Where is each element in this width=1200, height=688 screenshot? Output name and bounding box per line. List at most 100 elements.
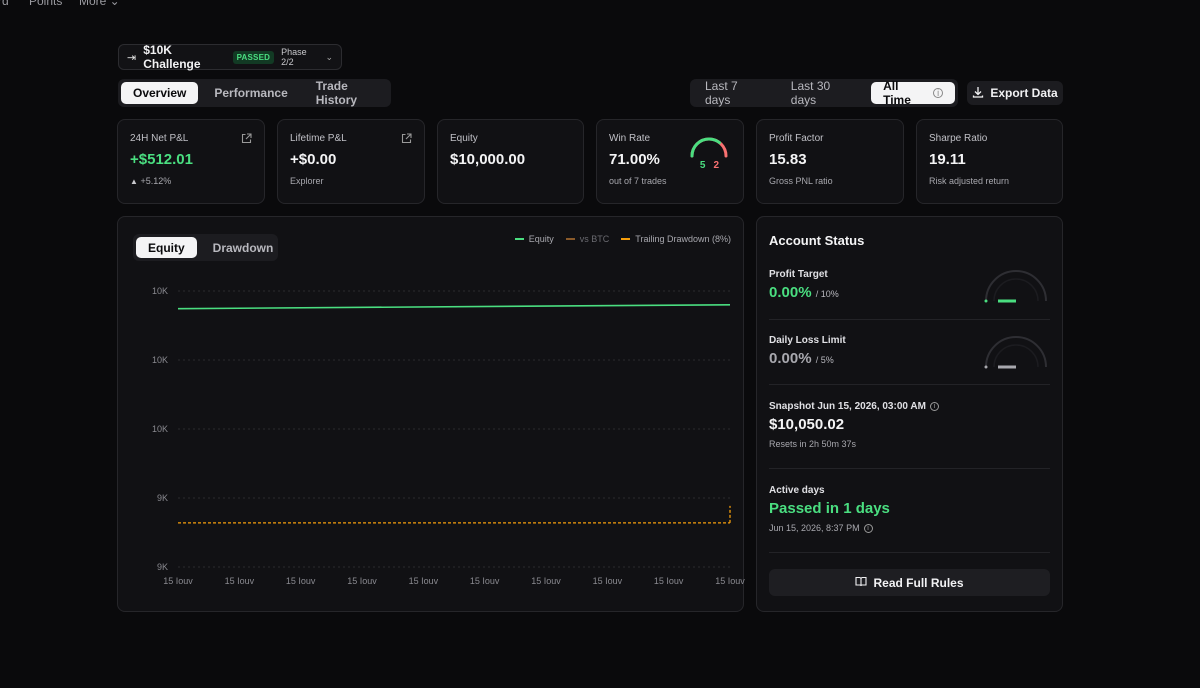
card-sub: out of 7 trades — [609, 176, 667, 186]
x-tick-label: 15 Iouv — [470, 576, 500, 586]
time-range-selector: Last 7 days Last 30 days All Time i — [690, 79, 958, 107]
daily-loss-value: 0.00% — [769, 350, 812, 367]
series-line-equity — [177, 304, 731, 310]
legend-swatch — [514, 238, 524, 240]
status-badge: PASSED — [232, 50, 275, 64]
legend-swatch — [621, 238, 631, 240]
active-days-label: Active days — [769, 485, 825, 496]
info-icon[interactable]: i — [863, 524, 873, 534]
card-value: $10,000.00 — [450, 151, 526, 168]
legend-swatch — [565, 238, 575, 240]
external-link-icon[interactable] — [401, 133, 412, 147]
wins-count: 5 — [699, 160, 706, 171]
export-data-button[interactable]: Export Data — [967, 81, 1063, 105]
external-link-icon[interactable] — [241, 133, 252, 147]
profit-target-row: Profit Target 0.00% / 10% — [769, 269, 1050, 303]
legend-trailing-drawdown[interactable]: Trailing Drawdown (8%) — [621, 234, 731, 244]
range-last-7-days[interactable]: Last 7 days — [705, 79, 738, 107]
snapshot-reset: Resets in 2h 50m 37s — [769, 439, 857, 449]
challenge-phase: Phase 2/2 — [281, 47, 307, 67]
nav-item-more[interactable]: More ⌄ — [79, 0, 120, 8]
tab-trade-history[interactable]: Trade History — [315, 79, 358, 107]
profit-target-of: / 10% — [815, 289, 839, 299]
account-status-title: Account Status — [769, 233, 865, 248]
tab-performance[interactable]: Performance — [214, 86, 288, 100]
snapshot-value: $10,050.02 — [769, 416, 845, 433]
active-days-date-line: Jun 15, 2026, 8:37 PM i — [769, 523, 1050, 534]
card-label: Sharpe Ratio — [929, 133, 988, 144]
x-tick-label: 15 Iouv — [531, 576, 561, 586]
card-label: Profit Factor — [769, 133, 824, 144]
export-data-label: Export Data — [990, 86, 1058, 100]
card-value: +$512.01 — [130, 151, 193, 168]
read-full-rules-label: Read Full Rules — [873, 575, 964, 590]
divider — [769, 384, 1050, 385]
profit-target-gauge — [984, 270, 1047, 303]
active-days-date: Jun 15, 2026, 8:37 PM — [769, 523, 860, 533]
card-value: 71.00% — [609, 151, 660, 168]
chart-tabs: Equity Drawdown — [133, 234, 278, 261]
profit-target-value-line: 0.00% / 10% — [769, 284, 1050, 301]
y-tick-label: 10K — [152, 355, 168, 365]
profit-target-label: Profit Target — [769, 269, 828, 280]
card-sub: ▲ +5.12% — [130, 176, 252, 186]
card-sub: Risk adjusted return — [929, 176, 1010, 186]
snapshot-label: Snapshot Jun 15, 2026, 03:00 AM — [769, 401, 926, 412]
active-days-value: Passed in 1 days — [769, 500, 890, 517]
equity-chart-panel: Equity Drawdown Equity vs BTC Trailing D… — [117, 216, 745, 612]
read-full-rules-button[interactable]: Read Full Rules — [769, 569, 1050, 596]
book-icon — [855, 576, 868, 590]
challenge-name: $10K Challenge — [143, 43, 201, 71]
x-tick-label: 15 Iouv — [225, 576, 255, 586]
daily-loss-gauge — [984, 336, 1047, 369]
x-tick-label: 15 Iouv — [347, 576, 377, 586]
card-sub-text: +5.12% — [140, 176, 172, 186]
legend-vs-btc[interactable]: vs BTC — [565, 234, 610, 244]
divider — [769, 468, 1050, 469]
download-icon — [972, 86, 984, 101]
info-icon: i — [933, 88, 943, 98]
legend-label: Trailing Drawdown (8%) — [635, 234, 731, 244]
y-tick-label: 9K — [157, 493, 168, 503]
card-sharpe-ratio: Sharpe Ratio 19.11 Risk adjusted return — [916, 119, 1063, 204]
daily-loss-of: / 5% — [815, 355, 834, 365]
daily-loss-value-line: 0.00% / 5% — [769, 350, 1050, 367]
win-rate-gauge — [690, 137, 728, 158]
divider — [769, 552, 1050, 553]
range-all-time-label: All Time — [883, 79, 911, 107]
legend-label: vs BTC — [579, 234, 610, 244]
x-tick-label: 15 Iouv — [654, 576, 684, 586]
tab-overview[interactable]: Overview — [121, 82, 199, 104]
card-equity: Equity $10,000.00 — [437, 119, 584, 204]
card-label: Win Rate — [609, 133, 651, 144]
x-tick-label: 15 Iouv — [286, 576, 316, 586]
card-label: 24H Net P&L — [130, 133, 189, 144]
legend-label: Equity — [528, 234, 554, 244]
losses-count: 2 — [713, 160, 719, 171]
account-status-panel: Account Status Profit Target 0.00% / 10%… — [756, 216, 1063, 612]
card-lifetime-pnl: Lifetime P&L +$0.00 Explorer — [277, 119, 425, 204]
range-all-time[interactable]: All Time i — [871, 79, 955, 107]
win-loss-counts: 5 2 — [700, 160, 719, 171]
x-tick-label: 15 Iouv — [715, 576, 745, 586]
snapshot-row: Snapshot Jun 15, 2026, 03:00 AM i $10,050… — [769, 401, 1050, 449]
login-arrow-icon: ⇥ — [127, 51, 137, 64]
chevron-down-icon: ⌄ — [325, 51, 333, 62]
legend-equity[interactable]: Equity — [514, 234, 554, 244]
nav-item-points[interactable]: Points — [29, 0, 63, 8]
nav-item-board[interactable]: rd — [0, 0, 9, 8]
divider — [769, 319, 1050, 320]
challenge-selector[interactable]: ⇥ $10K Challenge PASSED Phase 2/2 ⌄ — [118, 43, 342, 71]
active-days-row: Active days Passed in 1 days Jun 15, 202… — [769, 485, 1050, 534]
x-tick-label: 15 Iouv — [593, 576, 623, 586]
info-icon[interactable]: i — [929, 401, 939, 411]
tab-drawdown[interactable]: Drawdown — [212, 240, 274, 255]
main-tabs: Overview Performance Trade History — [118, 79, 391, 107]
equity-chart: 10K 10K 10K 9K 9K 15 Iouv 15 Iouv 15 Iouv 15 Iou… — [152, 286, 745, 586]
nav-item-more-label: More — [79, 0, 107, 8]
y-tick-label: 10K — [152, 286, 168, 296]
range-last-30-days[interactable]: Last 30 days — [790, 79, 831, 107]
card-value: +$0.00 — [290, 151, 337, 168]
card-sub: Gross PNL ratio — [769, 176, 833, 186]
tab-equity[interactable]: Equity — [136, 237, 197, 258]
